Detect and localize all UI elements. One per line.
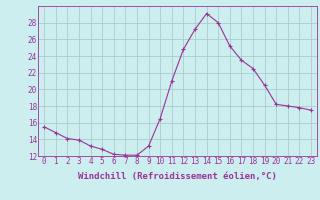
X-axis label: Windchill (Refroidissement éolien,°C): Windchill (Refroidissement éolien,°C) [78,172,277,181]
